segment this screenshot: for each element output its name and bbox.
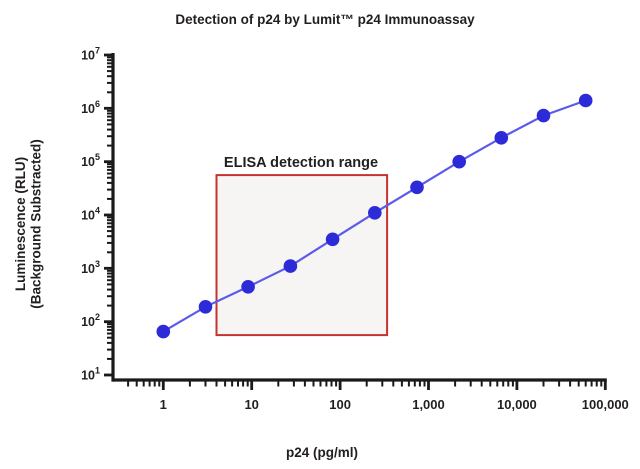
x-tick-label: 1,000 bbox=[412, 397, 445, 412]
x-tick-label: 100 bbox=[329, 397, 351, 412]
chart-title: Detection of p24 by Lumit™ p24 Immunoass… bbox=[175, 12, 475, 27]
y-tick-label: 101 bbox=[81, 366, 100, 383]
y-axis-label-line1: Luminescence (RLU) bbox=[13, 157, 28, 291]
y-tick-label: 107 bbox=[81, 46, 100, 63]
data-point bbox=[325, 232, 340, 247]
data-point bbox=[198, 300, 213, 314]
data-point bbox=[368, 206, 382, 220]
elisa-range-label: ELISA detection range bbox=[224, 155, 378, 171]
x-axis-ticks bbox=[127, 380, 607, 390]
x-axis-tick-labels: 1 10 100 1,000 10,000 100,000 bbox=[160, 397, 629, 412]
data-point bbox=[452, 154, 467, 169]
data-series bbox=[156, 93, 593, 339]
y-tick-label: 106 bbox=[81, 99, 100, 116]
data-point bbox=[156, 324, 171, 339]
data-point bbox=[494, 131, 509, 145]
x-tick-label: 100,000 bbox=[582, 397, 629, 412]
data-point bbox=[536, 108, 551, 123]
y-tick-label: 105 bbox=[81, 152, 100, 169]
data-point bbox=[241, 280, 255, 294]
data-point bbox=[283, 259, 298, 273]
y-tick-label: 104 bbox=[81, 206, 100, 223]
data-point bbox=[578, 93, 593, 108]
x-axis-label: p24 (pg/ml) bbox=[286, 445, 358, 460]
y-tick-label: 102 bbox=[81, 312, 100, 329]
y-tick-label: 103 bbox=[81, 259, 100, 276]
plot-area: 1 10 100 1,000 10,000 100,0001011021031041051… bbox=[81, 46, 629, 413]
x-tick-label: 10,000 bbox=[497, 397, 537, 412]
x-tick-label: 10 bbox=[244, 397, 258, 412]
data-point bbox=[410, 180, 424, 195]
y-axis-label-line2: (Background Substracted) bbox=[29, 139, 44, 309]
y-axis-ticks bbox=[104, 53, 113, 377]
x-tick-label: 1 bbox=[160, 397, 167, 412]
elisa-detection-range-box bbox=[215, 174, 389, 337]
y-axis-tick-labels: 101 102 103 104 105 106 107 bbox=[81, 46, 100, 383]
